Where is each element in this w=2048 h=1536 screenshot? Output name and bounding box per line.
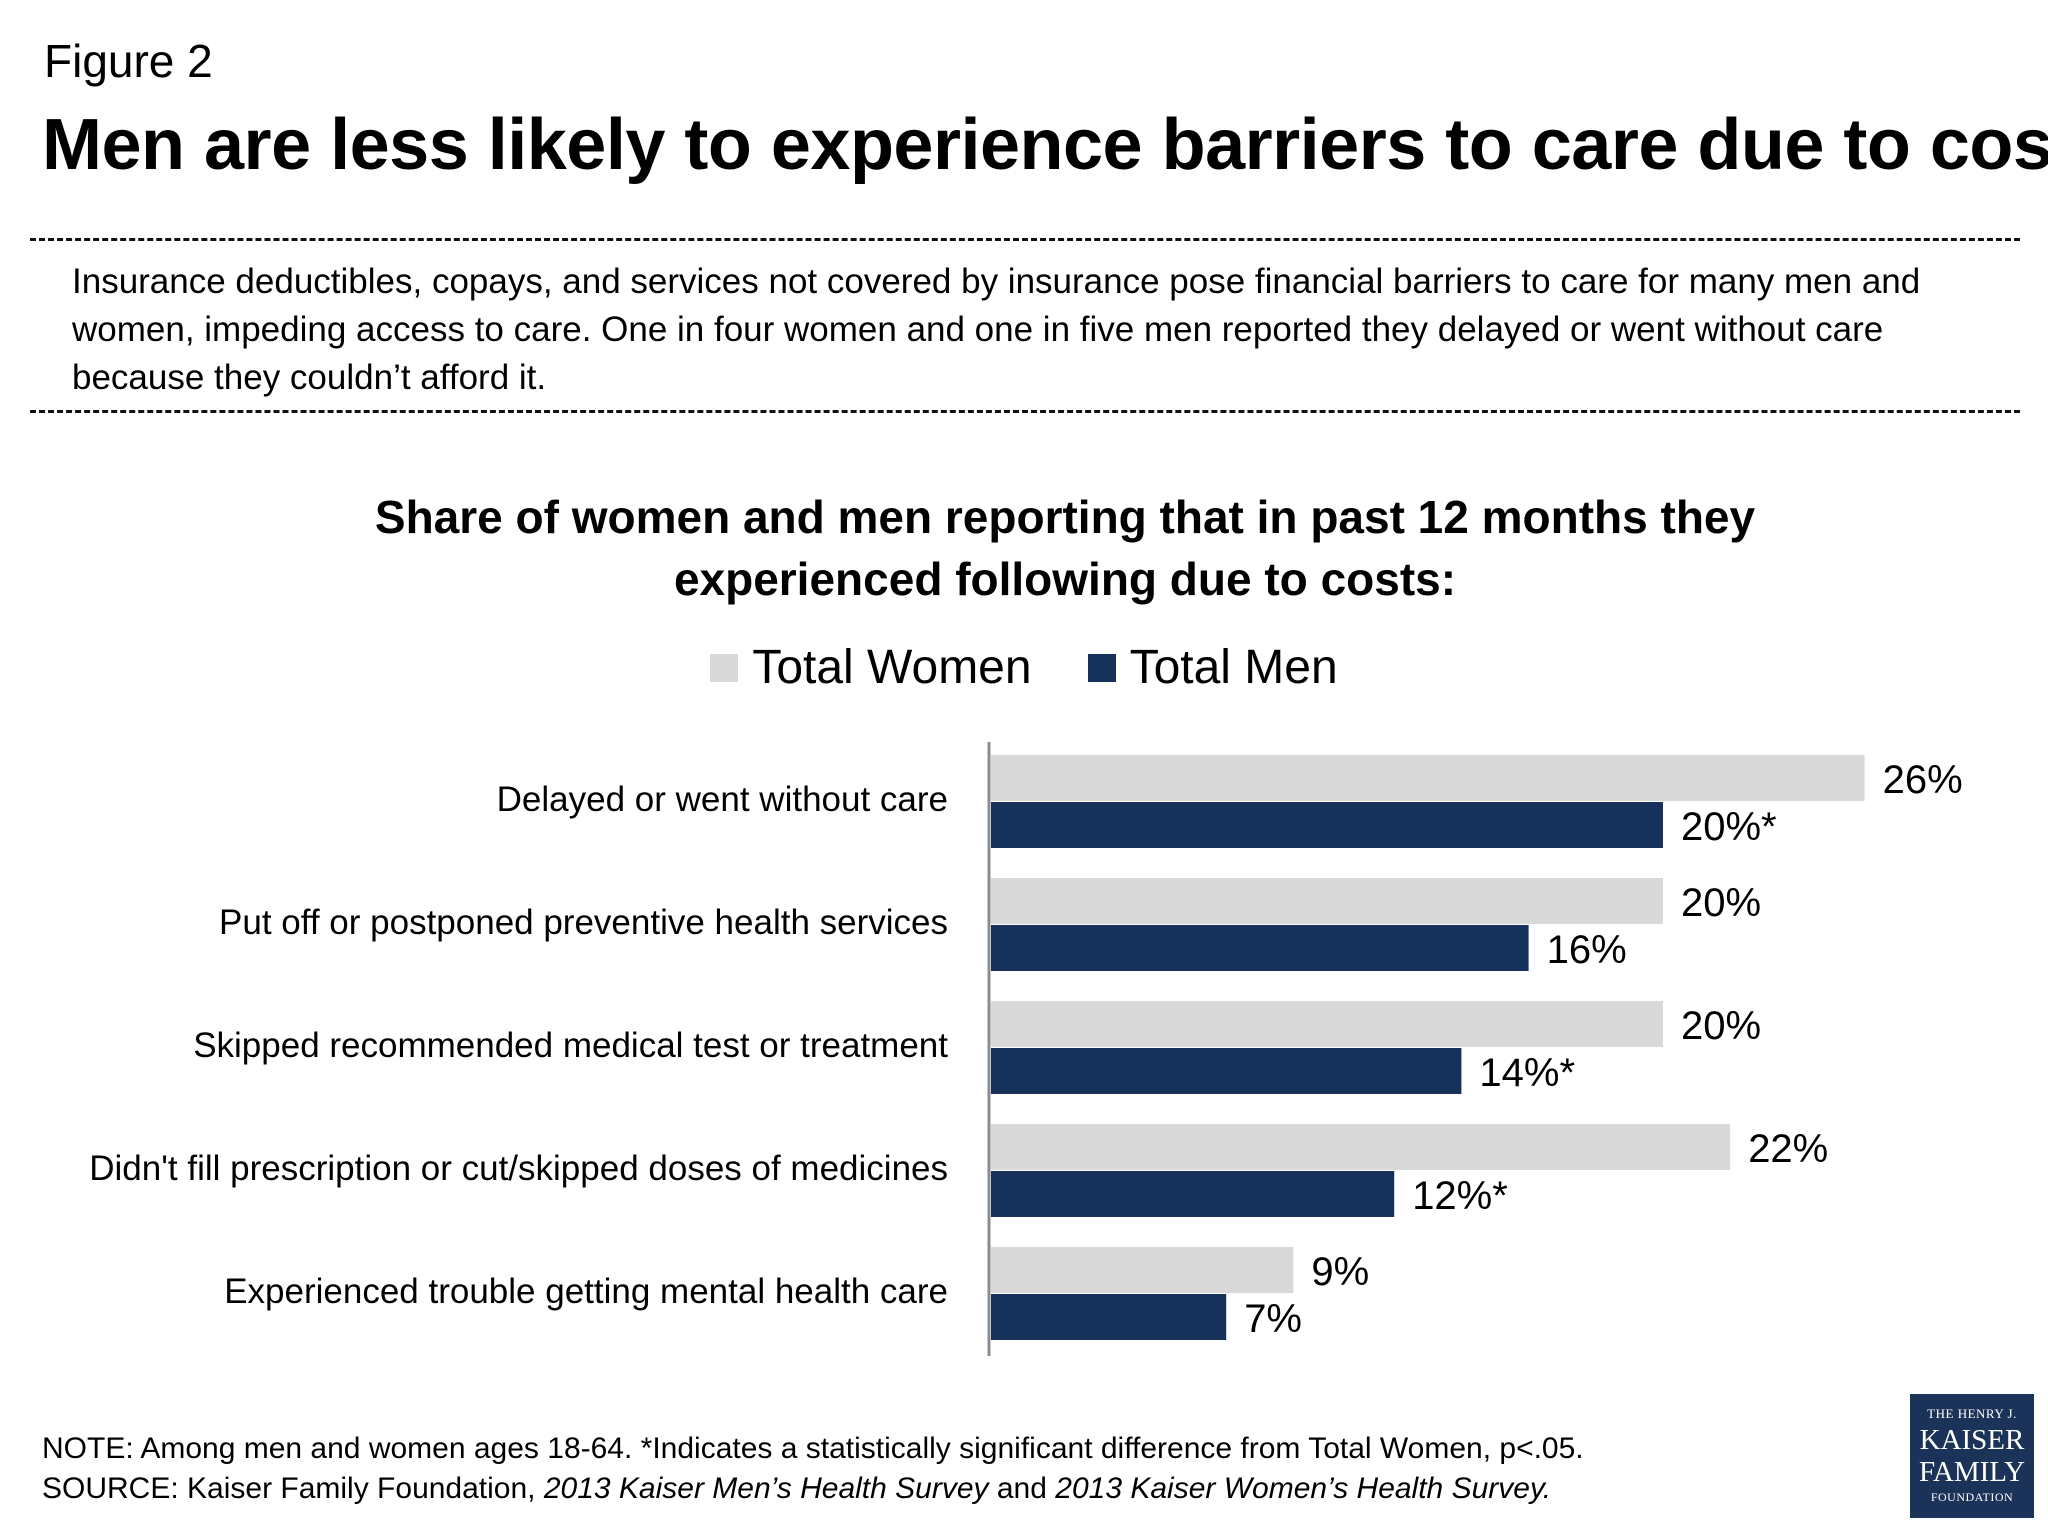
kff-logo: THE HENRY J. KAISER FAMILY FOUNDATION <box>1910 1394 2034 1518</box>
source-text: SOURCE: Kaiser Family Foundation, 2013 K… <box>42 1472 1551 1506</box>
legend-item-women: Total Women <box>710 640 1032 695</box>
intro-text: Insurance deductibles, copays, and servi… <box>72 262 1921 397</box>
bar <box>991 1247 1294 1293</box>
category-label: Experienced trouble getting mental healt… <box>224 1272 948 1311</box>
data-label: 7% <box>1244 1297 1302 1341</box>
divider-top <box>30 238 2020 241</box>
divider-bottom <box>30 410 2020 413</box>
bar <box>991 802 1663 848</box>
chart-legend: Total Women Total Men <box>0 640 2048 695</box>
bar <box>991 1171 1395 1217</box>
legend-swatch-women <box>710 653 739 682</box>
logo-line-3: FAMILY <box>1918 1456 2026 1488</box>
category-label: Skipped recommended medical test or trea… <box>193 1026 948 1065</box>
data-label: 20% <box>1681 1004 1761 1048</box>
chart-title-line-2: experienced following due to costs: <box>673 553 1457 605</box>
chart-title-line-1: Share of women and men reporting that in… <box>374 491 1756 543</box>
logo-line-2: KAISER <box>1919 1424 2025 1456</box>
source-survey-women: 2013 Kaiser Women’s Health Survey. <box>1055 1472 1552 1505</box>
category-label: Didn't fill prescription or cut/skipped … <box>89 1149 948 1188</box>
data-label: 9% <box>1311 1250 1369 1294</box>
source-prefix: SOURCE: Kaiser Family Foundation, <box>42 1472 544 1505</box>
bar <box>991 1124 1731 1170</box>
bar <box>991 925 1529 971</box>
data-label: 16% <box>1547 928 1627 972</box>
bar <box>991 878 1663 924</box>
legend-label-women: Total Women <box>752 641 1032 694</box>
logo-line-4: FOUNDATION <box>1930 1490 2014 1504</box>
legend-item-men: Total Men <box>1087 640 1338 695</box>
legend-label-men: Total Men <box>1129 641 1338 694</box>
note-text: NOTE: Among men and women ages 18-64. *I… <box>42 1432 1584 1465</box>
page-title: Men are less likely to experience barrie… <box>42 105 2048 185</box>
data-label: 22% <box>1748 1127 1828 1171</box>
bar <box>991 1048 1462 1094</box>
figure-label: Figure 2 <box>44 35 213 87</box>
legend-swatch-men <box>1087 653 1116 682</box>
data-label: 20%* <box>1681 805 1777 849</box>
bar <box>991 1001 1663 1047</box>
source-survey-men: 2013 Kaiser Men’s Health Survey <box>543 1472 989 1505</box>
data-label: 12%* <box>1412 1174 1508 1218</box>
data-label: 20% <box>1681 881 1761 925</box>
bar <box>991 1294 1227 1340</box>
data-label: 26% <box>1883 758 1963 802</box>
logo-line-1: THE HENRY J. <box>1927 1406 2017 1421</box>
source-and: and <box>988 1472 1056 1505</box>
bar <box>991 755 1865 801</box>
category-label: Delayed or went without care <box>497 780 948 819</box>
category-label: Put off or postponed preventive health s… <box>219 903 948 942</box>
data-label: 14%* <box>1479 1051 1575 1095</box>
chart-title: Share of women and men reporting that in… <box>300 486 1830 610</box>
bar-chart: Delayed or went without care 26% 20%* Put o… <box>89 742 1963 1356</box>
